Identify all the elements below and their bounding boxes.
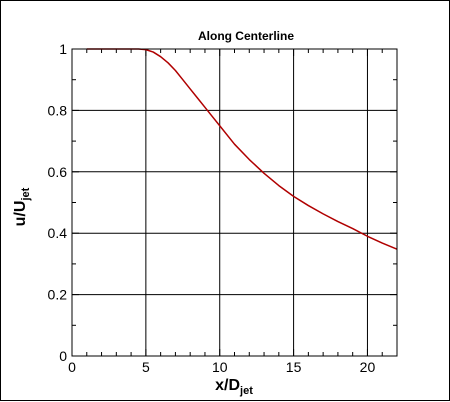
- x-tick-label: 10: [212, 359, 228, 375]
- y-axis-label-sub: jet: [20, 187, 32, 201]
- grid: [72, 49, 397, 356]
- y-tick-label: 0.6: [48, 164, 68, 180]
- axis-ticks: [71, 48, 397, 357]
- series-line: [86, 48, 398, 250]
- y-axis-label: u/Ujet: [12, 187, 32, 226]
- chart-title: Along Centerline: [198, 29, 294, 43]
- series-group: [86, 48, 398, 250]
- x-axis-label: x/Djet: [215, 377, 253, 397]
- y-tick-label: 0.4: [48, 225, 68, 241]
- y-tick-label: 0.8: [48, 102, 68, 118]
- x-axis-label-main: x/D: [215, 377, 240, 394]
- x-tick-label: 5: [142, 359, 150, 375]
- y-tick-label: 0.2: [48, 287, 68, 303]
- x-tick-label: 20: [360, 359, 376, 375]
- y-tick-label: 0: [59, 348, 67, 364]
- plot-border: [71, 48, 398, 357]
- y-axis-label-main: u/U: [12, 201, 29, 227]
- x-axis-label-sub: jet: [239, 385, 253, 397]
- tick-labels: 0 5 10 15 20 0 0.2 0.4 0.6 0.8 1: [48, 41, 376, 375]
- x-tick-label: 15: [286, 359, 302, 375]
- y-tick-label: 1: [59, 41, 67, 57]
- x-tick-label: 0: [68, 359, 76, 375]
